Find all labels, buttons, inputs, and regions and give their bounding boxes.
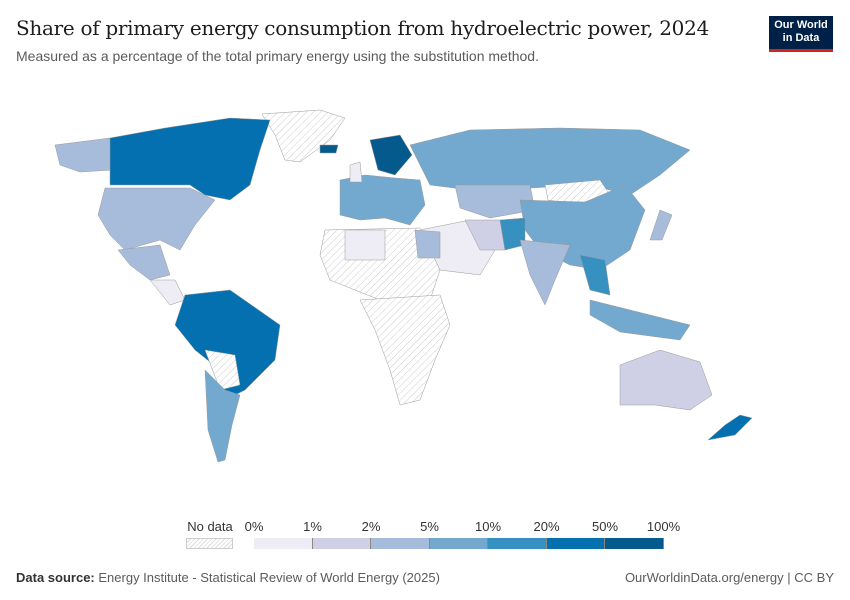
legend: No data 0% 1% 2% 5% 10% 20% 50% 100% [0,515,850,555]
scandinavia[interactable] [369,134,413,176]
legend-bin-2[interactable] [371,538,430,549]
legend-bin-3[interactable] [429,538,488,549]
legend-bin-5[interactable] [546,538,605,549]
argentina-chile[interactable] [204,369,241,463]
southeast-asia[interactable] [579,254,611,296]
greenland[interactable] [261,109,346,163]
legend-tick: 1% [303,519,322,534]
japan[interactable] [649,209,673,241]
source-label: Data source: [16,570,95,585]
legend-tick: 5% [420,519,439,534]
data-source: Data source: Energy Institute - Statisti… [16,570,440,585]
legend-bin-4[interactable] [488,538,547,549]
legend-tick: 10% [474,519,502,534]
chart-subtitle: Measured as a percentage of the total pr… [16,48,539,64]
iceland[interactable] [319,144,339,154]
legend-no-data-swatch [186,538,233,549]
mexico[interactable] [117,244,171,281]
legend-tick: 100% [646,519,681,534]
legend-no-data-label: No data [187,519,233,534]
canada[interactable] [109,117,271,201]
egypt[interactable] [414,229,441,259]
legend-tick: 2% [361,519,381,534]
kazakhstan[interactable] [454,184,536,219]
legend-tick: 50% [591,519,619,534]
footer-link[interactable]: OurWorldinData.org/energy | CC BY [624,570,834,585]
source-text: Energy Institute - Statistical Review of… [98,570,440,585]
new-zealand[interactable] [707,414,753,441]
legend-bin-6[interactable] [605,538,664,549]
legend-tick: 0% [244,519,264,534]
uk[interactable] [349,161,363,183]
australia[interactable] [619,349,713,411]
owid-logo[interactable]: Our World in Data [769,16,833,52]
alaska[interactable] [54,137,113,173]
bolivia-paraguay[interactable] [204,349,241,391]
legend-bin-1[interactable] [312,538,371,549]
legend-bin-0[interactable] [254,538,313,549]
logo-line2: in Data [782,32,820,44]
algeria[interactable] [344,229,386,261]
chart-title: Share of primary energy consumption from… [16,16,709,40]
logo-line1: Our World [774,19,828,31]
europe[interactable] [339,174,426,226]
central-america[interactable] [149,279,186,306]
legend-tick: 20% [533,519,560,534]
subsaharan-africa[interactable] [359,294,451,406]
usa[interactable] [97,187,216,251]
india[interactable] [519,239,571,306]
world-map[interactable] [0,100,850,500]
indonesia[interactable] [589,299,691,341]
